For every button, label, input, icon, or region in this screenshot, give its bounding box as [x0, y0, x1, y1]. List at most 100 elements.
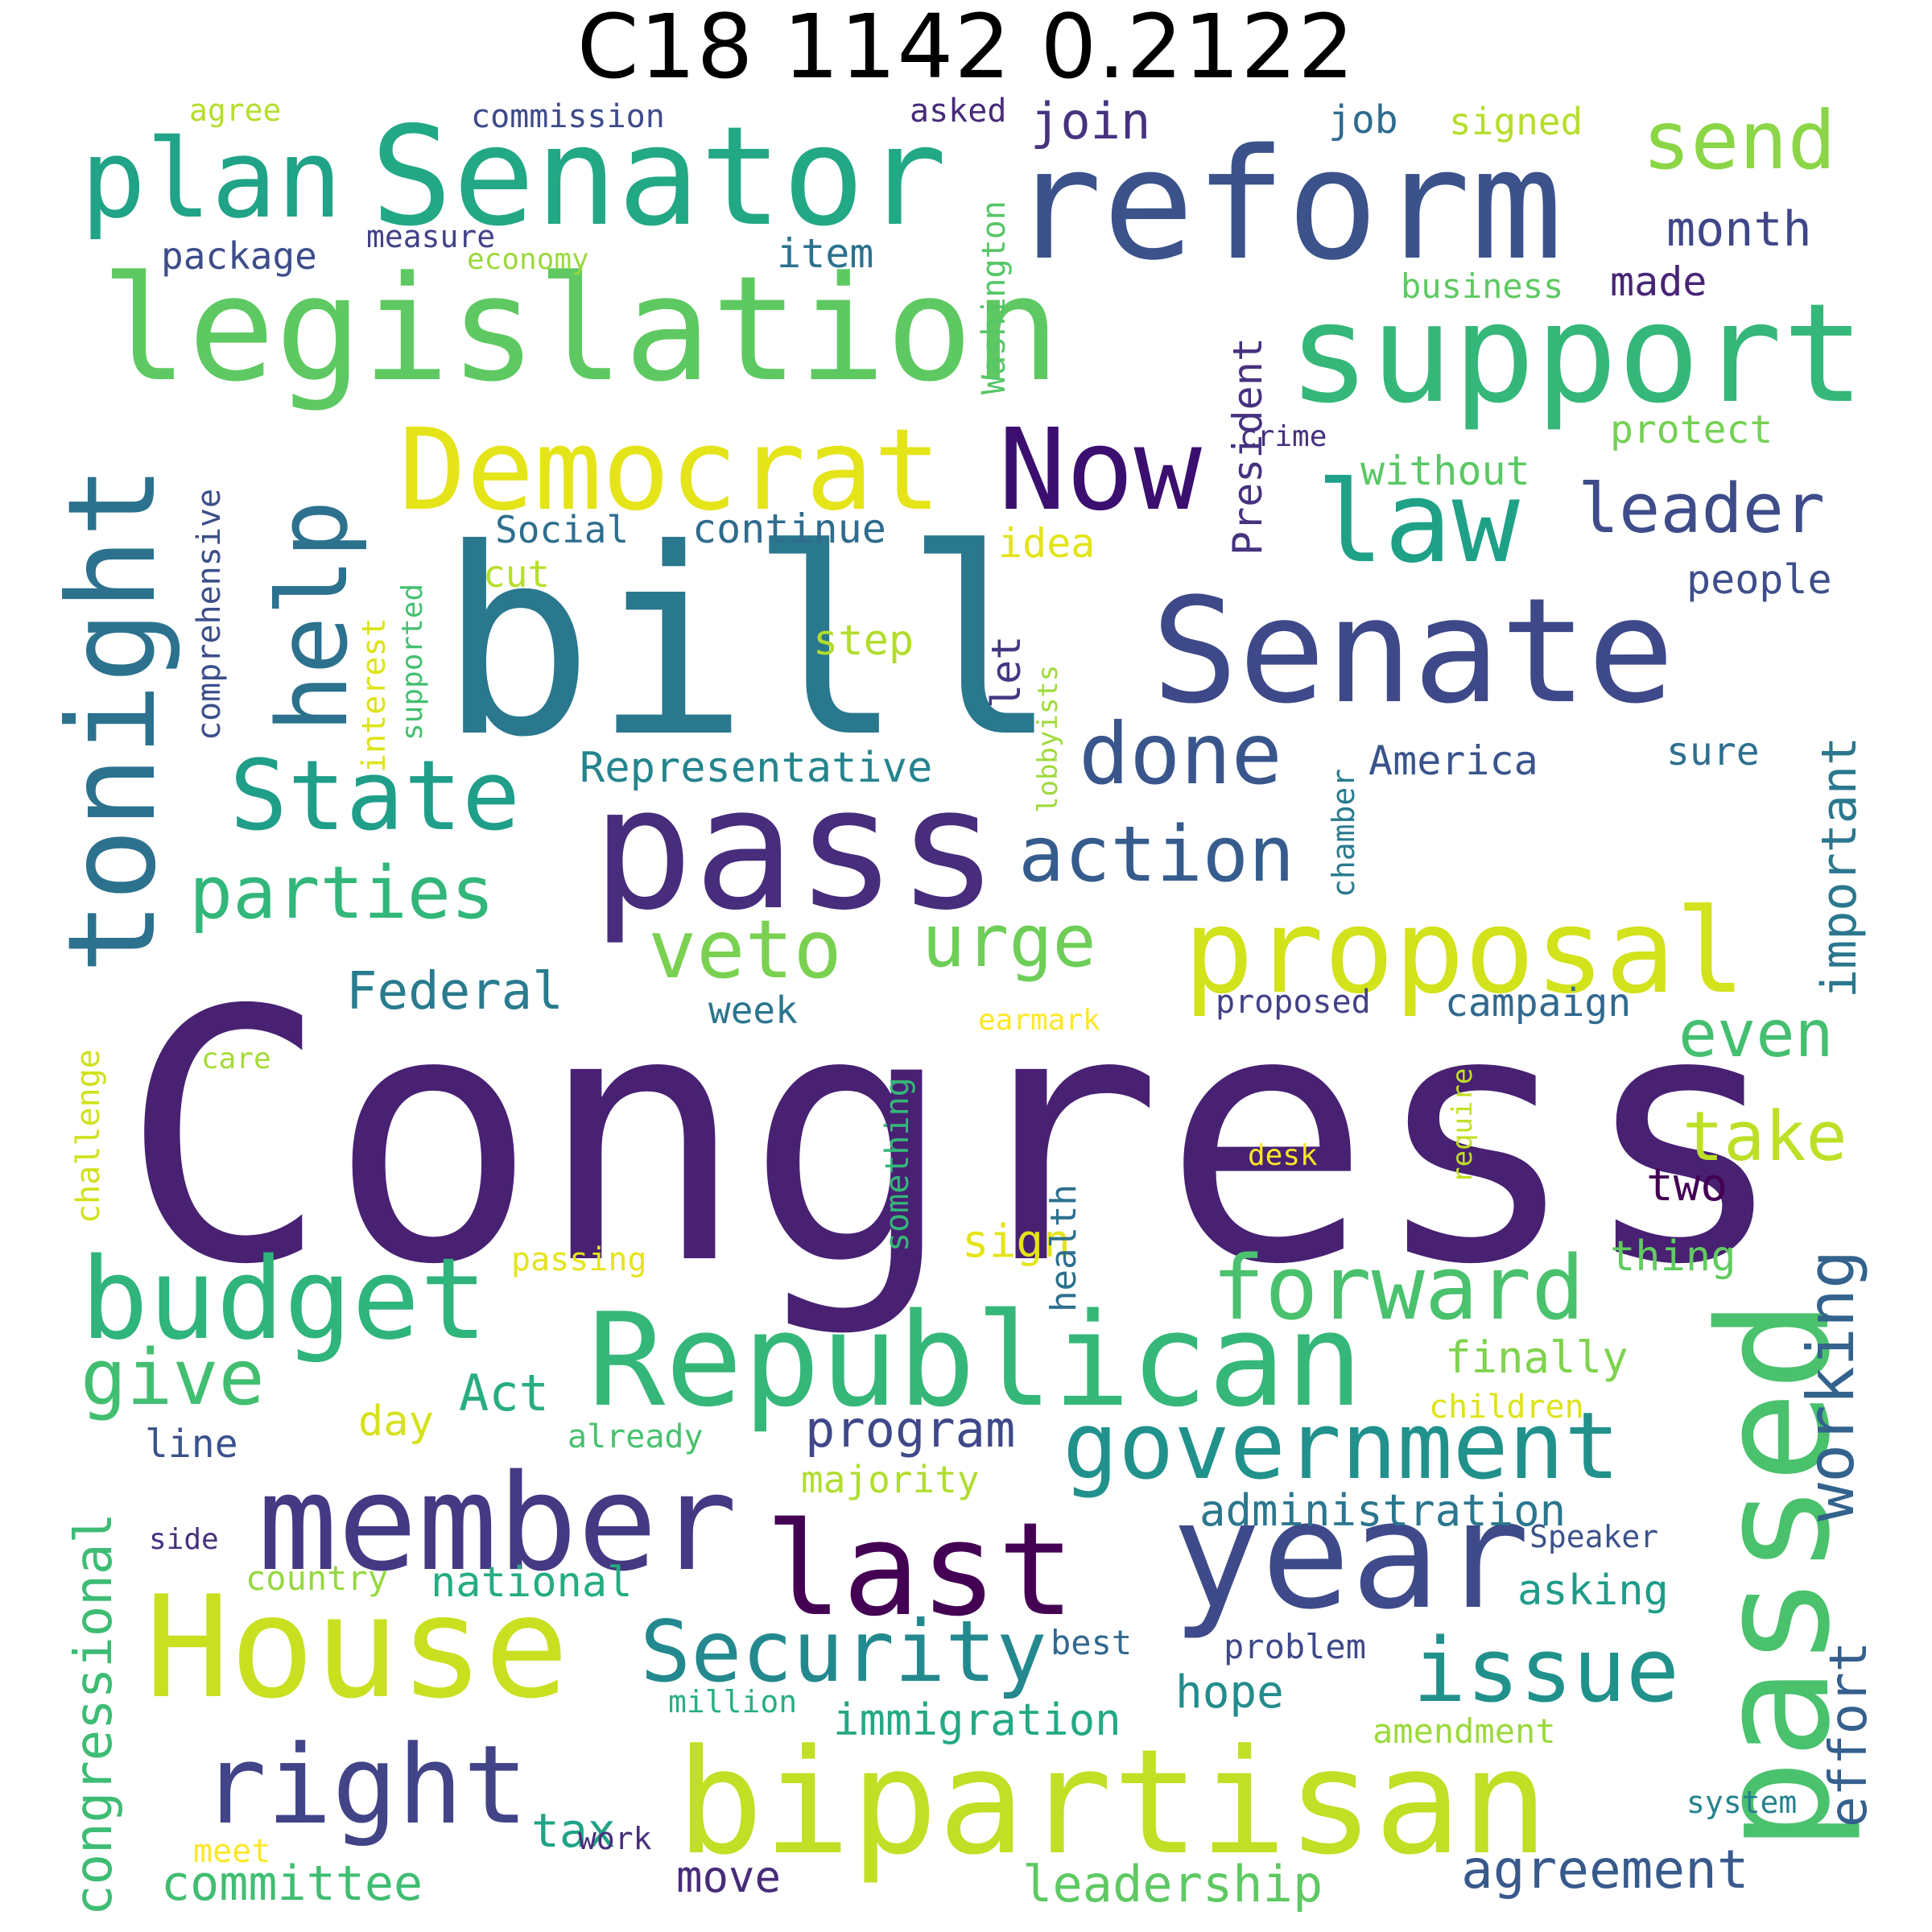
- word-senator: Senator: [370, 97, 947, 257]
- word-act: Act: [459, 1364, 549, 1422]
- word-signed: signed: [1449, 100, 1583, 143]
- word-bill: bill: [439, 494, 1059, 794]
- word-hope: hope: [1175, 1666, 1284, 1719]
- page-title: C18 1142 0.2122: [576, 0, 1356, 98]
- word-house: House: [145, 1567, 569, 1730]
- word-social: Social: [495, 508, 630, 551]
- word-leadership: leadership: [1022, 1855, 1323, 1913]
- word-asked: asked: [910, 93, 1007, 130]
- word-even: even: [1678, 997, 1834, 1071]
- word-line: line: [145, 1422, 238, 1467]
- word-desk: desk: [1248, 1139, 1318, 1172]
- word-health: health: [1043, 1184, 1084, 1312]
- word-join: join: [1030, 92, 1151, 151]
- word-already: already: [568, 1418, 704, 1455]
- word-important: important: [1811, 736, 1868, 998]
- word-children: children: [1429, 1389, 1584, 1426]
- word-idea: idea: [998, 520, 1096, 567]
- word-tonight: tonight: [43, 464, 183, 974]
- word-finally: finally: [1445, 1332, 1629, 1383]
- word-passing: passing: [511, 1241, 647, 1278]
- word-job: job: [1328, 97, 1398, 142]
- word-meet: meet: [193, 1833, 271, 1870]
- word-now: Now: [998, 405, 1202, 536]
- word-issue: issue: [1413, 1619, 1680, 1722]
- word-economy: economy: [467, 243, 589, 276]
- word-congress: Congress: [121, 938, 1789, 1340]
- word-federal: Federal: [346, 962, 564, 1022]
- word-immigration: immigration: [833, 1695, 1121, 1745]
- word-majority: majority: [801, 1458, 980, 1501]
- word-leader: leader: [1578, 469, 1826, 549]
- word-parties: parties: [189, 851, 495, 935]
- word-comprehensive: comprehensive: [191, 488, 228, 741]
- word-support: support: [1288, 275, 1865, 434]
- word-two: two: [1646, 1159, 1728, 1212]
- word-something: something: [879, 1077, 916, 1252]
- word-let: let: [983, 635, 1030, 708]
- word-month: month: [1666, 201, 1812, 258]
- word-business: business: [1401, 266, 1564, 306]
- word-proposal: proposal: [1183, 884, 1746, 1020]
- word-challenge: challenge: [70, 1049, 107, 1224]
- word-earmark: earmark: [978, 1004, 1100, 1037]
- word-national: national: [431, 1558, 633, 1607]
- word-day: day: [358, 1397, 434, 1446]
- word-congressional: congressional: [64, 1513, 124, 1916]
- word-senate: Senate: [1151, 568, 1675, 736]
- word-pass: pass: [592, 750, 999, 947]
- word-require: require: [1447, 1067, 1479, 1183]
- word-country: country: [246, 1558, 389, 1598]
- word-right: right: [201, 1722, 529, 1848]
- word-administration: administration: [1199, 1485, 1567, 1536]
- word-member: member: [258, 1446, 738, 1600]
- word-work: work: [578, 1821, 652, 1856]
- word-continue: continue: [692, 506, 886, 552]
- word-thing: thing: [1610, 1232, 1736, 1281]
- word-urge: urge: [922, 899, 1096, 984]
- word-people: people: [1686, 556, 1832, 603]
- word-proposed: proposed: [1216, 984, 1371, 1021]
- word-legislation: legislation: [101, 246, 1061, 414]
- word-security: Security: [640, 1603, 1047, 1701]
- word-care: care: [201, 1042, 271, 1075]
- word-sign: sign: [962, 1216, 1071, 1268]
- word-budget: budget: [80, 1234, 488, 1365]
- word-crime: crime: [1240, 420, 1327, 453]
- word-asking: asking: [1517, 1567, 1669, 1615]
- word-problem: problem: [1224, 1627, 1367, 1666]
- word-package: package: [161, 234, 317, 278]
- word-law: law: [1316, 457, 1520, 588]
- word-last: last: [765, 1494, 1075, 1645]
- word-speaker: Speaker: [1530, 1519, 1659, 1554]
- word-forward: forward: [1212, 1236, 1585, 1340]
- word-side: side: [149, 1523, 219, 1556]
- word-system: system: [1686, 1785, 1798, 1820]
- word-amendment: amendment: [1373, 1711, 1556, 1751]
- word-done: done: [1079, 705, 1282, 803]
- word-lobbyists: lobbyists: [1032, 664, 1064, 813]
- word-representative: Representative: [580, 744, 933, 792]
- word-program: program: [805, 1400, 1016, 1459]
- word-protect: protect: [1610, 407, 1773, 452]
- word-state: State: [229, 741, 521, 852]
- word-give: give: [80, 1334, 265, 1422]
- word-measure: measure: [366, 219, 496, 254]
- word-help: help: [258, 500, 369, 733]
- word-america: America: [1368, 737, 1538, 784]
- word-campaign: campaign: [1445, 980, 1632, 1026]
- word-washington: Washington: [976, 200, 1013, 394]
- word-veto: veto: [648, 902, 842, 997]
- word-action: action: [1018, 811, 1295, 899]
- word-democrat: Democrat: [398, 405, 942, 536]
- word-made: made: [1610, 258, 1707, 305]
- word-tax: tax: [531, 1803, 616, 1858]
- word-interest: interest: [356, 617, 393, 773]
- word-agree: agree: [189, 93, 282, 128]
- word-without: without: [1360, 448, 1530, 494]
- word-million: million: [668, 1684, 798, 1719]
- word-send: send: [1642, 93, 1836, 188]
- word-move: move: [676, 1852, 782, 1902]
- word-committee: committee: [161, 1856, 423, 1912]
